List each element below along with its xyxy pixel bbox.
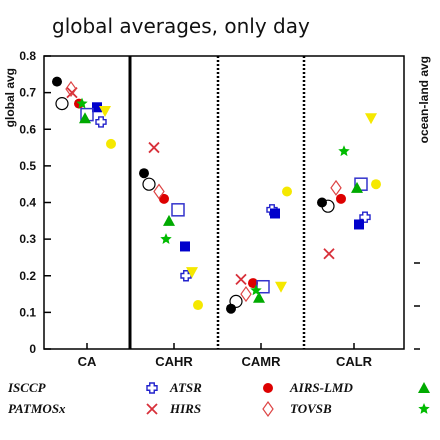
data-point xyxy=(95,116,107,128)
data-point xyxy=(146,403,158,415)
data-point xyxy=(253,291,265,303)
data-point xyxy=(418,403,430,414)
plot-frame xyxy=(43,55,405,350)
data-point xyxy=(250,284,262,296)
data-point xyxy=(359,211,371,223)
legend-item-label: HIRS xyxy=(169,401,201,416)
data-point xyxy=(365,113,377,125)
x-tick-label: CAMR xyxy=(242,354,282,369)
x-tick-label: CAHR xyxy=(155,354,193,369)
chart-title: global averages, only day xyxy=(52,14,310,38)
legend-item-label: ISCCP xyxy=(7,380,47,395)
x-tick-label: CALR xyxy=(336,354,373,369)
data-point xyxy=(52,76,62,87)
data-point xyxy=(159,193,169,204)
y-tick-label: 0.4 xyxy=(19,196,36,210)
data-point xyxy=(235,273,247,286)
legend-item-label: AIRS-LMD xyxy=(289,380,353,395)
data-point xyxy=(180,241,190,252)
y-axis-ticks: 0 0.1 0.2 0.3 0.4 0.5 0.6 0.7 0.8 xyxy=(19,49,51,356)
data-point xyxy=(275,281,287,293)
legend: ISCCP PATMOSx ATSR HIRS AIRS-LMD TOVSB xyxy=(7,380,430,418)
y-tick-label: 0 xyxy=(29,342,36,356)
data-point xyxy=(153,183,165,200)
data-point xyxy=(139,168,149,179)
data-point xyxy=(240,286,252,303)
data-point xyxy=(282,186,292,197)
data-point xyxy=(92,102,102,113)
data-point xyxy=(262,400,274,418)
right-y-axis-label: ocean-land avg xyxy=(417,56,431,143)
data-point xyxy=(142,177,156,191)
data-point xyxy=(160,233,172,244)
data-point xyxy=(146,382,158,394)
plot-border xyxy=(43,55,405,350)
data-point xyxy=(186,267,198,279)
data-point xyxy=(65,80,77,97)
y-tick-label: 0.5 xyxy=(19,159,36,173)
data-point xyxy=(163,214,175,226)
legend-item-label: ATSR xyxy=(169,380,202,395)
x-tick-label: CA xyxy=(78,354,97,369)
data-point xyxy=(180,270,192,282)
data-point xyxy=(354,219,364,230)
data-point xyxy=(99,105,111,117)
data-point xyxy=(263,383,273,393)
data-point xyxy=(79,112,91,124)
data-point xyxy=(106,138,116,149)
legend-item-label: TOVSB xyxy=(290,401,332,416)
right-axis-ticks xyxy=(414,262,420,350)
data-point xyxy=(317,197,327,208)
data-point xyxy=(193,300,203,311)
data-point xyxy=(256,279,270,294)
data-point xyxy=(330,179,342,196)
y-tick-label: 0.8 xyxy=(19,49,36,63)
data-point xyxy=(229,294,243,308)
data-point xyxy=(321,199,335,213)
y-tick-label: 0.2 xyxy=(19,269,36,283)
data-point xyxy=(323,248,335,260)
data-point xyxy=(270,208,280,219)
category-labels: CA CAHR CAMR CALR xyxy=(78,343,373,369)
y-axis-label: global avg xyxy=(3,68,17,127)
data-point xyxy=(55,97,69,111)
data-point xyxy=(76,97,88,109)
data-point xyxy=(248,278,258,289)
data-point xyxy=(418,382,430,393)
legend-item-label: PATMOSx xyxy=(8,401,66,416)
y-tick-label: 0.3 xyxy=(19,232,36,246)
data-point xyxy=(148,141,160,154)
data-points xyxy=(52,76,381,314)
data-point xyxy=(371,179,381,190)
data-point xyxy=(338,145,350,157)
y-tick-label: 0.1 xyxy=(19,305,36,319)
data-point xyxy=(336,193,346,204)
data-point xyxy=(351,181,363,193)
y-tick-label: 0.6 xyxy=(19,122,36,136)
y-tick-label: 0.7 xyxy=(19,86,36,100)
data-point xyxy=(171,203,185,217)
